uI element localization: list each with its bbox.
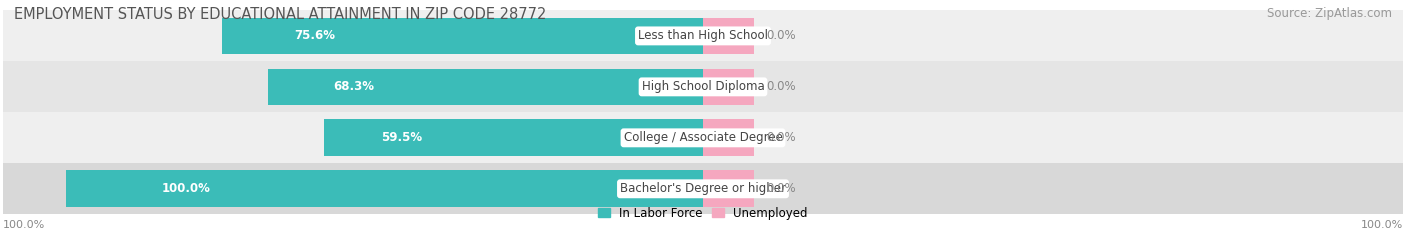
Text: 0.0%: 0.0%	[766, 182, 796, 195]
Legend: In Labor Force, Unemployed: In Labor Force, Unemployed	[593, 202, 813, 224]
Bar	[3, 163, 1403, 214]
Bar	[66, 171, 703, 207]
Text: College / Associate Degree: College / Associate Degree	[624, 131, 782, 144]
Text: 0.0%: 0.0%	[766, 131, 796, 144]
Text: Bachelor's Degree or higher: Bachelor's Degree or higher	[620, 182, 786, 195]
Text: 0.0%: 0.0%	[766, 29, 796, 42]
Text: 59.5%: 59.5%	[381, 131, 422, 144]
Bar	[703, 120, 754, 156]
Bar	[3, 112, 1403, 163]
Bar	[222, 17, 703, 54]
Text: EMPLOYMENT STATUS BY EDUCATIONAL ATTAINMENT IN ZIP CODE 28772: EMPLOYMENT STATUS BY EDUCATIONAL ATTAINM…	[14, 7, 547, 22]
Bar	[3, 61, 1403, 112]
Text: 68.3%: 68.3%	[333, 80, 374, 93]
Text: 100.0%: 100.0%	[1361, 220, 1403, 230]
Bar	[703, 69, 754, 105]
Bar	[703, 171, 754, 207]
Bar	[3, 10, 1403, 61]
Bar	[269, 69, 703, 105]
Text: Source: ZipAtlas.com: Source: ZipAtlas.com	[1267, 7, 1392, 20]
Text: High School Diploma: High School Diploma	[641, 80, 765, 93]
Bar	[703, 17, 754, 54]
Bar	[325, 120, 703, 156]
Text: 75.6%: 75.6%	[294, 29, 335, 42]
Text: 100.0%: 100.0%	[162, 182, 211, 195]
Text: 100.0%: 100.0%	[3, 220, 45, 230]
Text: 0.0%: 0.0%	[766, 80, 796, 93]
Text: Less than High School: Less than High School	[638, 29, 768, 42]
